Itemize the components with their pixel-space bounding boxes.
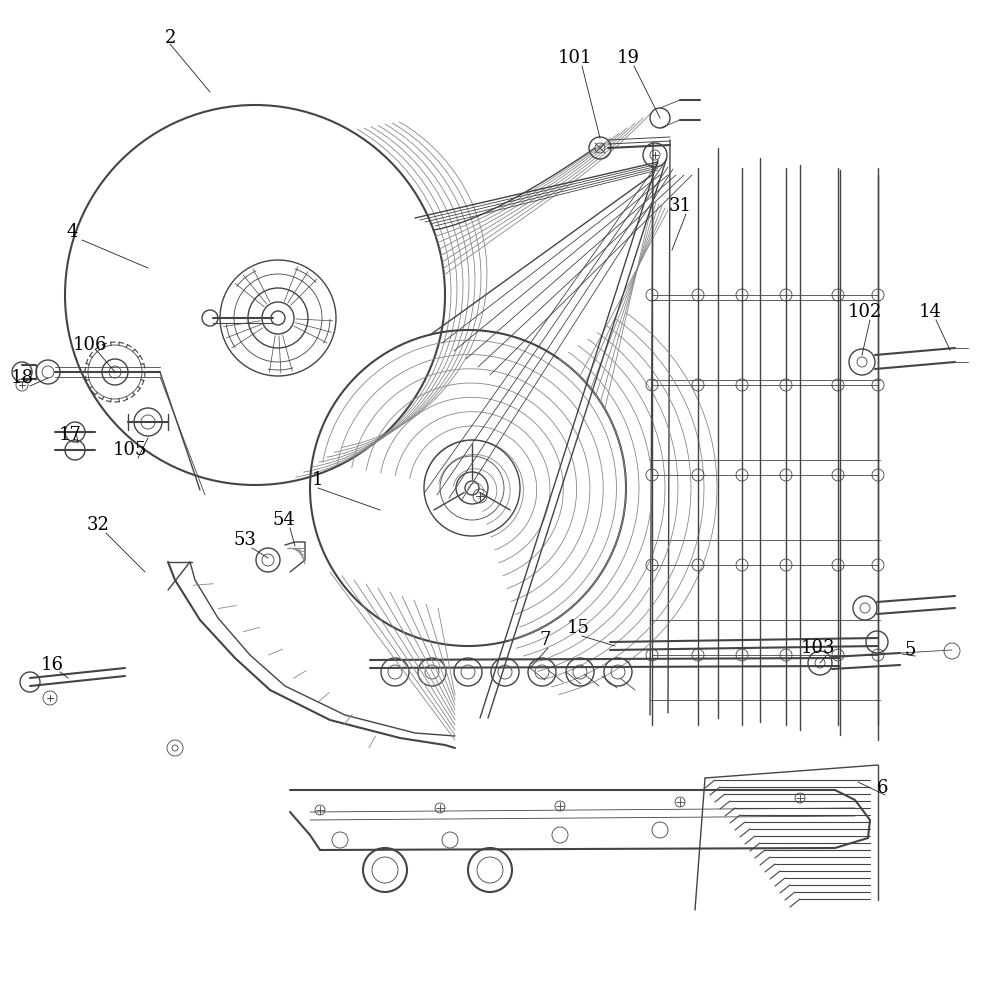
Text: 54: 54 <box>273 511 295 529</box>
Text: 17: 17 <box>59 426 81 444</box>
Text: 16: 16 <box>40 656 64 674</box>
Text: 4: 4 <box>66 223 78 241</box>
Text: 5: 5 <box>904 641 916 659</box>
Text: 6: 6 <box>876 779 888 797</box>
Text: 101: 101 <box>558 49 592 67</box>
Text: 31: 31 <box>668 197 692 215</box>
Text: 19: 19 <box>616 49 640 67</box>
Text: 53: 53 <box>234 531 256 549</box>
Text: 32: 32 <box>87 516 109 534</box>
Text: 103: 103 <box>801 639 835 657</box>
Text: 1: 1 <box>312 471 324 489</box>
Text: 14: 14 <box>919 303 941 321</box>
Text: 2: 2 <box>164 29 176 47</box>
Text: 18: 18 <box>10 369 34 387</box>
Text: 102: 102 <box>848 303 882 321</box>
Text: 7: 7 <box>539 631 551 649</box>
Text: 105: 105 <box>113 441 147 459</box>
Text: 15: 15 <box>567 619 589 637</box>
Text: 106: 106 <box>73 336 107 354</box>
